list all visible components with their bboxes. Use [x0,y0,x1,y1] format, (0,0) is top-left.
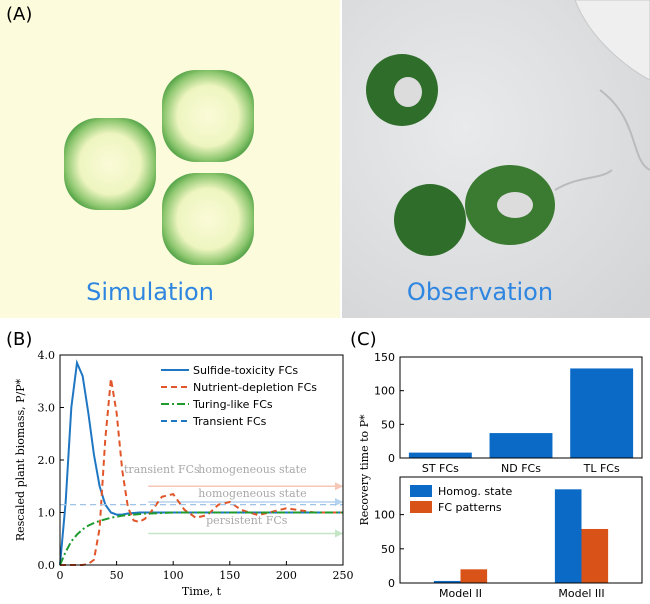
legend-label: Nutrient-depletion FCs [193,381,317,394]
plot-frame [59,354,344,566]
x-tick-label: TL FCs [583,462,620,475]
legend-swatch [410,485,432,497]
sim-patch [162,173,254,265]
x-tick-label: Model III [558,587,604,600]
y-tick-label: 3.0 [38,402,56,415]
x-tick-label: 250 [333,569,354,582]
observation-label: Observation [407,278,553,306]
y-tick-label: 4.0 [38,349,56,362]
lower-bg [0,318,650,604]
x-tick-label: 100 [163,569,184,582]
y-tick-label: 2.0 [38,454,56,467]
y-tick-label: 100 [374,509,395,522]
plot-frame [399,476,643,584]
y-axis-label: Rescaled plant biomass, P/P* [14,378,27,541]
arrow-head [335,529,343,538]
x-tick-label: 0 [57,569,64,582]
panel-label: (B) [6,329,32,350]
annotation: homogeneous state [198,487,306,500]
y-tick-label: 150 [374,351,395,364]
legend-label: Turing-like FCs [192,398,273,411]
legend-swatch [410,501,432,513]
photo-patch [394,184,466,256]
observation-photo [342,0,650,318]
y-tick-label: 0 [388,452,395,465]
y-tick-label: 50 [381,418,395,431]
x-tick-label: 50 [110,569,124,582]
y-tick-label: 0 [388,577,395,590]
x-tick-label: 200 [276,569,297,582]
y-tick-label: 50 [381,543,395,556]
y-tick-label: 1.0 [38,507,56,520]
bar-chart: Model II Model III 0 50 100 Homog. state FC pa… [374,476,643,600]
photo-detail [554,169,613,191]
sim-patch [64,118,156,210]
legend-label: Sulfide-toxicity FCs [193,364,298,377]
annotation: homogeneous state [198,463,306,476]
bar [554,489,582,583]
legend-label: Transient FCs [192,415,267,428]
plot-frame [399,356,643,459]
photo-detail [497,192,533,218]
arrow-head [335,482,343,491]
arrow-head [335,498,343,506]
panel-label: (C) [350,329,377,350]
bar [433,580,461,583]
x-tick-label: ND FCs [501,462,541,475]
y-tick-label: 0.0 [38,559,56,572]
x-tick-label: Model II [439,587,482,600]
x-tick-label: 150 [219,569,240,582]
legend-label: FC patterns [438,501,502,514]
bar [408,452,472,458]
photo-detail [394,77,422,107]
bar [489,433,553,458]
bar-chart: ST FCs ND FCs TL FCs 0 50 100 150 Recovery time… [358,351,643,526]
y-tick-label: 100 [374,385,395,398]
y-axis-label: Recovery time to P* [358,414,371,526]
simulation-bg [0,0,340,318]
bar [581,528,609,583]
series-line [59,511,343,566]
x-axis-label: Time, t [182,585,222,598]
bar [570,368,634,458]
photo-detail [599,89,650,171]
simulation-label: Simulation [86,278,214,306]
annotation: persistent FCs [206,514,288,527]
annotation: transient FCs [124,463,200,476]
panel-label: (A) [6,4,32,25]
x-tick-label: ST FCs [422,462,459,475]
bar [460,569,488,583]
sim-patch [162,70,254,162]
legend-label: Homog. state [438,485,513,498]
